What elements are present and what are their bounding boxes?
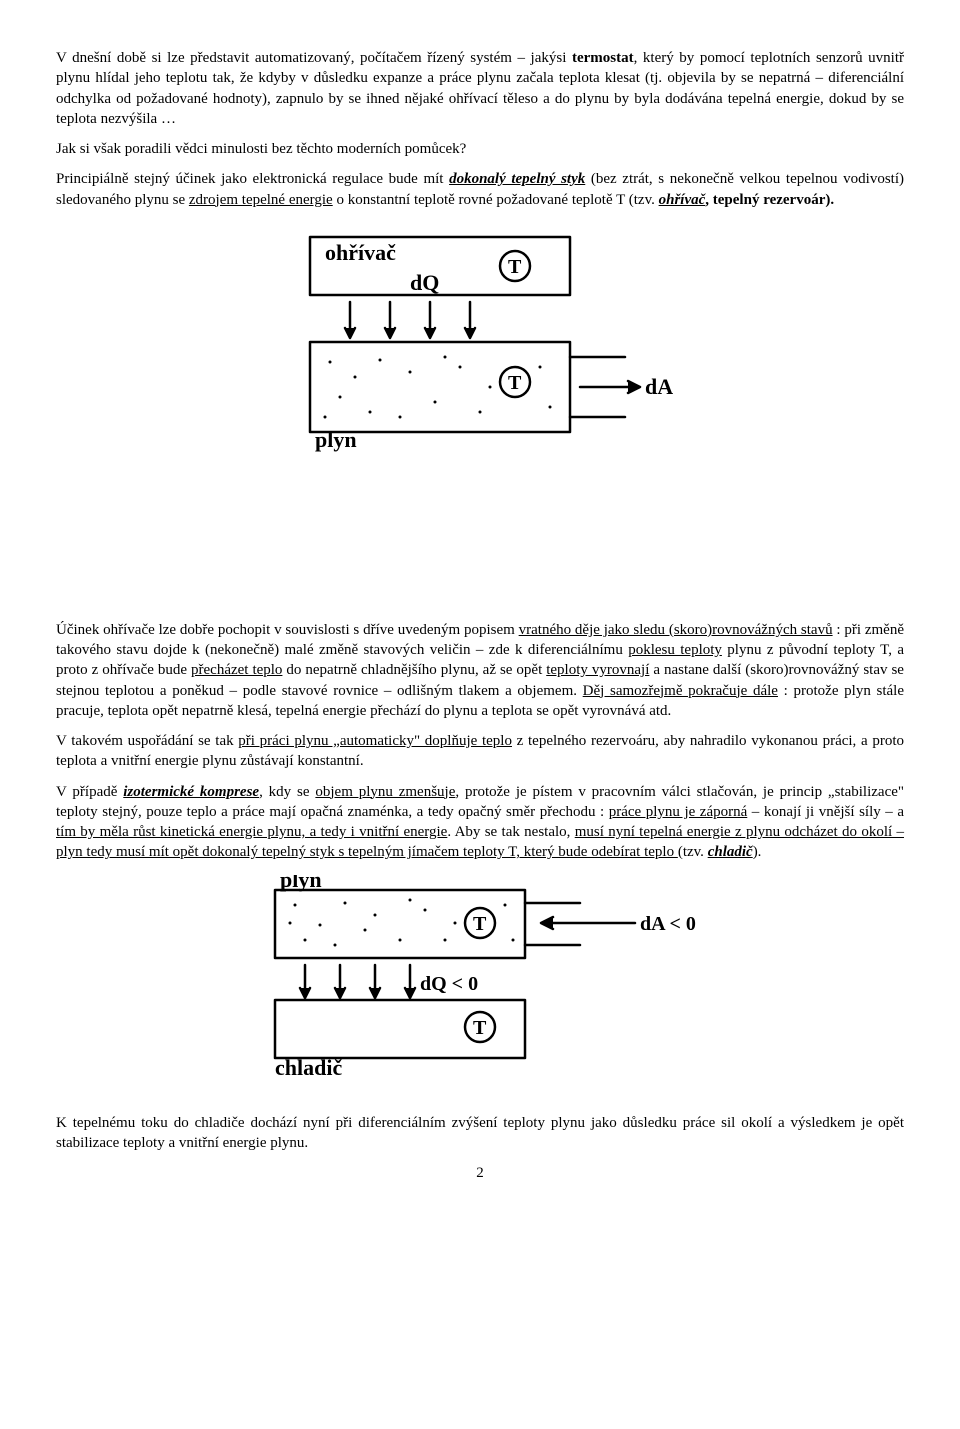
label-chladic: chladič bbox=[275, 1055, 342, 1075]
page-number: 2 bbox=[56, 1163, 904, 1183]
text-underline: práce plynu je záporná bbox=[609, 804, 748, 820]
text: . bbox=[360, 753, 364, 769]
text-underline: poklesu teploty bbox=[628, 642, 722, 658]
label-T2: T bbox=[473, 1017, 487, 1039]
spacer bbox=[56, 480, 904, 620]
text: ). bbox=[753, 844, 762, 860]
text: do nepatrně chladnějšího plynu, až se op… bbox=[282, 662, 546, 678]
paragraph-4: Účinek ohřívače lze dobře pochopit v sou… bbox=[56, 620, 904, 721]
text: Účinek ohřívače lze dobře pochopit v sou… bbox=[56, 622, 519, 638]
paragraph-7: K tepelnému toku do chladiče dochází nyn… bbox=[56, 1113, 904, 1154]
diagram-ohrivac: ohřívač dQ plyn T T dA bbox=[280, 222, 680, 452]
label-dA: dA bbox=[645, 374, 673, 399]
text: z tepelného rezervoáru, aby nahradilo vy… bbox=[512, 733, 904, 749]
text-underline: teploty vyrovnají bbox=[546, 662, 649, 678]
label-ohrivac: ohřívač bbox=[325, 240, 396, 265]
term-ohrivac: ohřívač bbox=[659, 192, 706, 208]
term-dokonaly-tepelny-styk: dokonalý tepelný styk bbox=[449, 171, 585, 187]
text: V takovém uspořádání se tak bbox=[56, 733, 238, 749]
text-underline: Děj samozřejmě pokračuje dále bbox=[583, 683, 778, 699]
label-plyn: plyn bbox=[280, 875, 322, 892]
text-underline: objem plynu zmenšuje bbox=[315, 784, 455, 800]
term-termostat: termostat bbox=[572, 50, 634, 66]
term-izotermicka-komprese: izotermické komprese bbox=[123, 784, 259, 800]
diagram-chladic: plyn dQ < 0 chladič T T dA < 0 bbox=[245, 875, 715, 1075]
label-T2: T bbox=[508, 372, 522, 394]
paragraph-1: V dnešní době si lze představit automati… bbox=[56, 48, 904, 129]
text: o konstantní teplotě rovné požadované te… bbox=[333, 192, 659, 208]
paragraph-5: V takovém uspořádání se tak při práci pl… bbox=[56, 731, 904, 772]
text: (tzv. bbox=[678, 844, 708, 860]
text: . Aby se tak nestalo, bbox=[447, 824, 574, 840]
text: , tepelný rezervoár). bbox=[705, 192, 834, 208]
text: K tepelnému toku do chladiče dochází nyn… bbox=[56, 1115, 904, 1151]
label-dQ: dQ < 0 bbox=[420, 973, 478, 995]
label-dA: dA < 0 bbox=[640, 913, 696, 935]
text: , kdy se bbox=[259, 784, 315, 800]
text: teplota a vnitřní energie plynu zůstávaj… bbox=[56, 753, 360, 769]
label-T1: T bbox=[473, 913, 487, 935]
paragraph-6: V případě izotermické komprese, kdy se o… bbox=[56, 782, 904, 863]
text: Jak si však poradili vědci minulosti bez… bbox=[56, 141, 466, 157]
text: V případě bbox=[56, 784, 123, 800]
label-T1: T bbox=[508, 256, 522, 278]
spacer bbox=[56, 1103, 904, 1113]
term-chladic: chladič bbox=[708, 844, 753, 860]
label-plyn: plyn bbox=[315, 427, 357, 452]
text: V dnešní době si lze představit automati… bbox=[56, 50, 572, 66]
text: Principiálně stejný účinek jako elektron… bbox=[56, 171, 449, 187]
paragraph-2: Jak si však poradili vědci minulosti bez… bbox=[56, 139, 904, 159]
text-underline: tím by měla růst kinetická energie plynu… bbox=[56, 824, 447, 840]
paragraph-3: Principiálně stejný účinek jako elektron… bbox=[56, 169, 904, 210]
text-underline: zdrojem tepelné energie bbox=[189, 192, 333, 208]
text-underline: při práci plynu „automaticky" doplňuje t… bbox=[238, 733, 512, 749]
label-dQ: dQ bbox=[410, 270, 439, 295]
text-underline: přecházet teplo bbox=[191, 662, 282, 678]
text-underline: vratného děje jako sledu (skoro)rovnováž… bbox=[519, 622, 833, 638]
text: – konají ji vnější síly – a bbox=[747, 804, 904, 820]
